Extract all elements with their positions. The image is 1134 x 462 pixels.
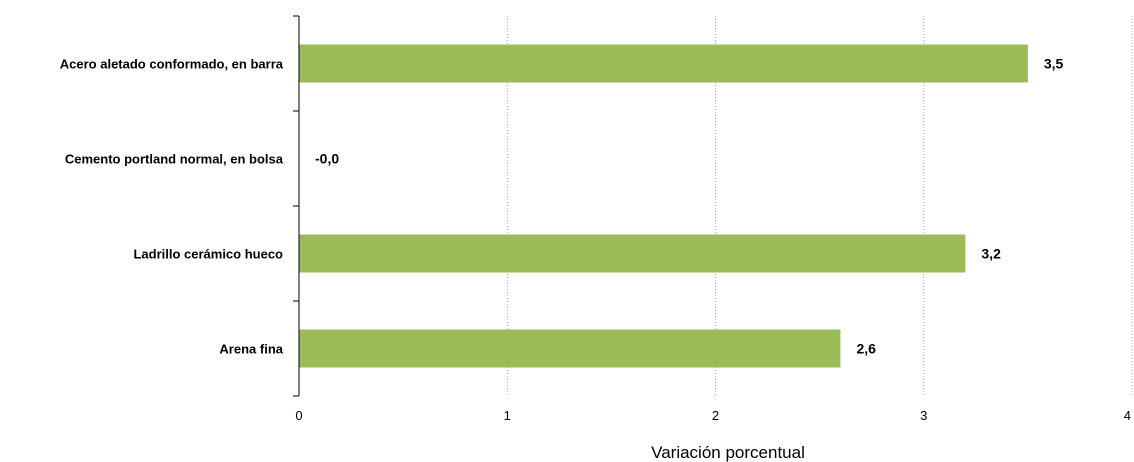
data-label: 3,2	[981, 246, 1001, 262]
category-label: Arena fina	[219, 342, 283, 357]
data-label: 3,5	[1044, 56, 1064, 72]
category-label: Cemento portland normal, en bolsa	[65, 152, 284, 167]
axes	[293, 15, 300, 397]
x-tick-label: 1	[504, 408, 511, 423]
x-tick-label: 3	[920, 408, 927, 423]
bars	[299, 44, 1028, 368]
category-label: Acero aletado conformado, en barra	[60, 57, 284, 72]
data-label: 2,6	[856, 341, 876, 357]
x-tick-label: 4	[1124, 408, 1131, 423]
x-tick-label: 0	[295, 408, 302, 423]
labels: Acero aletado conformado, en barra Cement…	[60, 56, 1131, 424]
bar	[299, 234, 966, 273]
category-label: Ladrillo cerámico hueco	[133, 247, 283, 262]
bar	[299, 329, 841, 368]
data-label: -0,0	[315, 151, 339, 167]
x-axis-title: Variación porcentual	[651, 443, 805, 462]
bar	[299, 44, 1028, 83]
x-tick-label: 2	[712, 408, 719, 423]
